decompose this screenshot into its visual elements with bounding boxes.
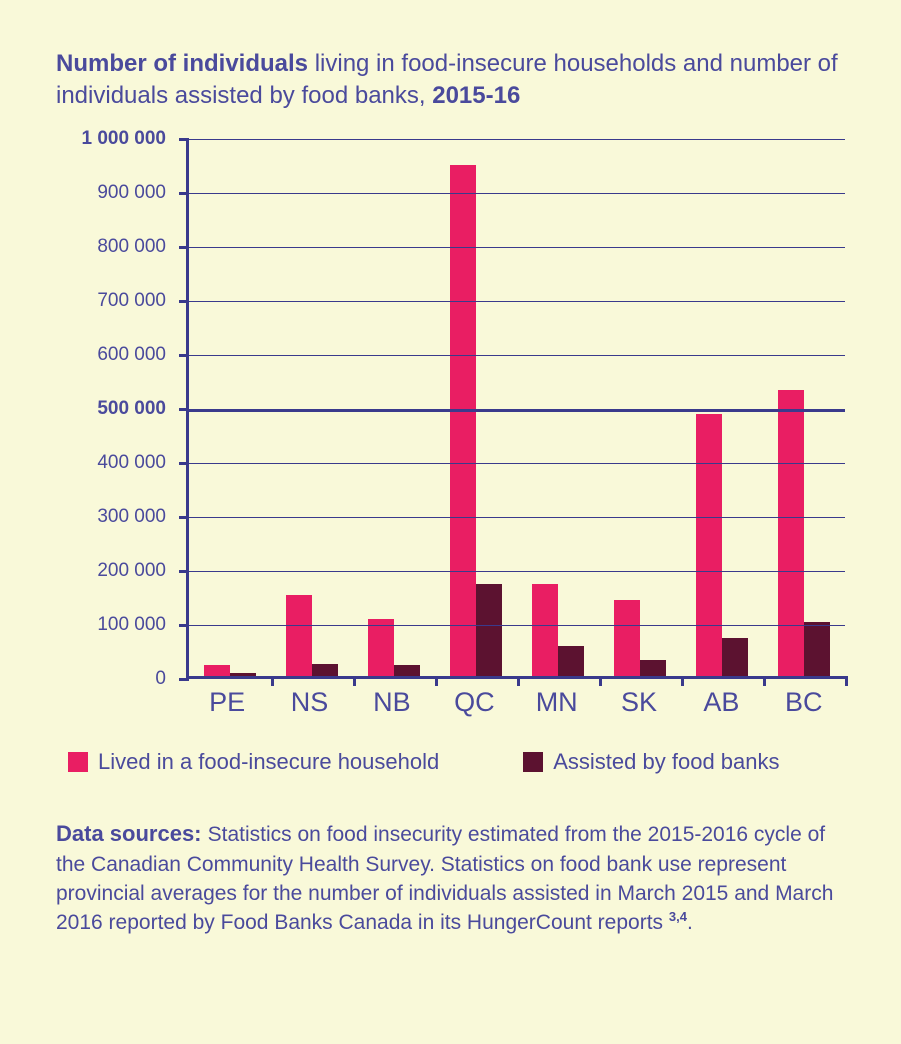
bar-assisted [476, 584, 502, 676]
bar-insecure [204, 665, 230, 676]
bar-insecure [532, 584, 558, 676]
chart-title: Number of individuals living in food-ins… [56, 48, 845, 113]
x-tick-mark [763, 676, 766, 686]
title-bold-2: 2015-16 [432, 82, 520, 109]
y-tick-label: 600 000 [97, 344, 166, 366]
legend-item-assisted: Assisted by food banks [523, 749, 779, 775]
bar-insecure [614, 600, 640, 676]
bar-group [271, 139, 353, 676]
gridline [189, 139, 845, 140]
y-tick-mark [179, 192, 189, 195]
bar-insecure [450, 165, 476, 675]
gridline [189, 355, 845, 356]
bar-insecure [778, 390, 804, 676]
y-tick-mark [179, 138, 189, 141]
y-tick-label: 300 000 [97, 506, 166, 528]
y-tick-label: 900 000 [97, 182, 166, 204]
y-tick-label: 200 000 [97, 560, 166, 582]
sources-tail: . [687, 911, 693, 934]
legend-item-insecure: Lived in a food-insecure household [68, 749, 439, 775]
title-bold-1: Number of individuals [56, 50, 308, 77]
x-tick-mark [353, 676, 356, 686]
x-tick-mark [599, 676, 602, 686]
y-tick-mark [179, 462, 189, 465]
bar-assisted [558, 646, 584, 676]
bar-assisted [312, 664, 338, 676]
y-tick-label: 0 [155, 668, 166, 690]
gridline [189, 517, 845, 518]
y-tick-label: 100 000 [97, 614, 166, 636]
bar-group [353, 139, 435, 676]
gridline [189, 301, 845, 302]
x-tick-mark [271, 676, 274, 686]
legend-label-a: Lived in a food-insecure household [98, 749, 439, 775]
y-tick-mark [179, 246, 189, 249]
y-tick-mark [179, 516, 189, 519]
x-tick-label: AB [680, 687, 762, 718]
bar-group [189, 139, 271, 676]
x-tick-label: PE [186, 687, 268, 718]
gridline [189, 463, 845, 464]
bar-assisted [640, 660, 666, 676]
bar-group [763, 139, 845, 676]
x-tick-label: QC [433, 687, 515, 718]
bar-assisted [394, 665, 420, 676]
y-axis: 0100 000200 000300 000400 000500 000600 … [56, 139, 174, 679]
bar-insecure [696, 414, 722, 676]
x-tick-mark [681, 676, 684, 686]
y-tick-label: 500 000 [97, 398, 166, 420]
gridline [189, 247, 845, 248]
y-tick-label: 700 000 [97, 290, 166, 312]
bar-group [681, 139, 763, 676]
y-tick-label: 400 000 [97, 452, 166, 474]
x-axis-labels: PENSNBQCMNSKABBC [186, 687, 845, 718]
y-tick-mark [179, 300, 189, 303]
bar-group [517, 139, 599, 676]
bar-assisted [230, 673, 256, 676]
x-tick-mark [517, 676, 520, 686]
bar-assisted [722, 638, 748, 676]
x-tick-label: MN [516, 687, 598, 718]
bar-insecure [368, 619, 394, 676]
gridline [189, 571, 845, 572]
x-tick-mark [845, 676, 848, 686]
x-tick-label: NS [268, 687, 350, 718]
legend-label-b: Assisted by food banks [553, 749, 779, 775]
bars-container [189, 139, 845, 676]
gridline [189, 625, 845, 626]
plot-area [186, 139, 845, 679]
sources-superscript: 3,4 [669, 909, 687, 924]
y-tick-mark [179, 570, 189, 573]
x-tick-label: BC [763, 687, 845, 718]
x-tick-mark [435, 676, 438, 686]
y-tick-mark [179, 678, 189, 681]
y-tick-label: 800 000 [97, 236, 166, 258]
chart: 0 100 000 200 000 300 000 400 000 500 000 600 … [56, 139, 845, 739]
y-tick-label: 1 000 000 [81, 128, 166, 150]
legend: Lived in a food-insecure household Assis… [68, 749, 845, 775]
gridline [189, 193, 845, 194]
x-tick-label: SK [598, 687, 680, 718]
data-sources: Data sources: Statistics on food insecur… [56, 819, 845, 938]
bar-group [435, 139, 517, 676]
x-tick-label: NB [351, 687, 433, 718]
gridline [189, 409, 845, 412]
bar-assisted [804, 622, 830, 676]
y-tick-mark [179, 408, 189, 411]
bar-insecure [286, 595, 312, 676]
y-tick-mark [179, 354, 189, 357]
legend-swatch-b [523, 752, 543, 772]
bar-group [599, 139, 681, 676]
legend-swatch-a [68, 752, 88, 772]
y-tick-mark [179, 624, 189, 627]
sources-lead: Data sources: [56, 821, 208, 846]
